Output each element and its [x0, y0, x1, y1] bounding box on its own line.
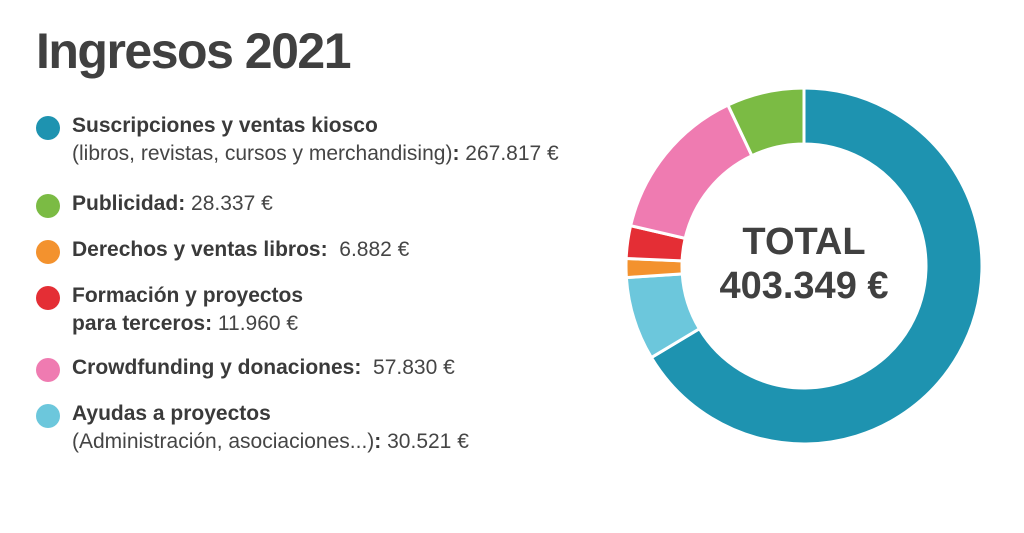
legend-item-suscripciones: Suscripciones y ventas kiosco (libros, r…: [36, 112, 596, 190]
legend-value: 11.960 €: [217, 312, 299, 335]
legend-item-formacion: Formación y proyectos para terceros: 11.…: [36, 282, 596, 354]
legend-swatch: [36, 240, 60, 264]
center-total-value: 403.349 €: [719, 265, 888, 307]
legend-label: Crowdfunding y donaciones: [72, 356, 355, 379]
legend-swatch: [36, 358, 60, 382]
legend-swatch: [36, 116, 60, 140]
donut-slices: [624, 86, 984, 446]
donut-chart: TOTAL 403.349 €: [624, 86, 984, 446]
center-total-label: TOTAL: [742, 221, 865, 263]
legend-swatch: [36, 404, 60, 428]
donut-slice-5: [725, 86, 806, 158]
legend-label: Ayudas a proyectos: [72, 402, 271, 425]
donut-slice-0: [649, 86, 984, 446]
legend-value: 6.882 €: [339, 238, 410, 261]
legend-swatch: [36, 194, 60, 218]
legend-detail: (Administración, asociaciones...): [72, 430, 375, 453]
legend: Suscripciones y ventas kiosco (libros, r…: [36, 112, 596, 460]
legend-value: 267.817 €: [465, 142, 559, 165]
legend-item-publicidad: Publicidad: 28.337 €: [36, 190, 596, 236]
legend-label: Suscripciones y ventas kiosco: [72, 114, 378, 137]
legend-detail: (libros, revistas, cursos y merchandisin…: [72, 142, 453, 165]
legend-value: 57.830 €: [373, 356, 455, 379]
legend-label: Formación y proyectos: [72, 284, 304, 307]
legend-label: Derechos y ventas libros: [72, 238, 321, 261]
legend-item-crowdfunding: Crowdfunding y donaciones: 57.830 €: [36, 354, 596, 400]
legend-swatch: [36, 286, 60, 310]
legend-value: 28.337 €: [191, 192, 273, 215]
legend-label: Publicidad: [72, 192, 179, 215]
legend-label-cont: para terceros: [72, 312, 206, 335]
legend-value: 30.521 €: [387, 430, 469, 453]
donut-slice-4: [628, 103, 754, 241]
legend-item-derechos: Derechos y ventas libros: 6.882 €: [36, 236, 596, 282]
legend-item-ayudas: Ayudas a proyectos (Administración, asoc…: [36, 400, 596, 460]
chart-title: Ingresos 2021: [36, 23, 352, 79]
